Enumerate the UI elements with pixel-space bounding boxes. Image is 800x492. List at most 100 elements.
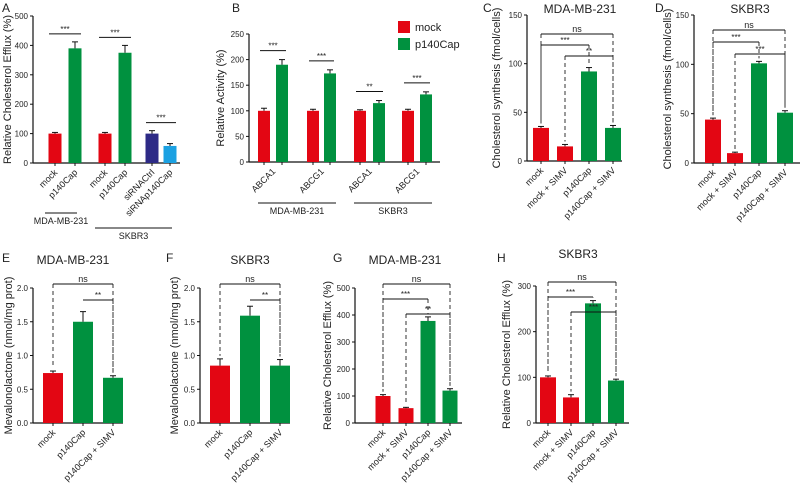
y-tick-label: 300 bbox=[337, 338, 351, 347]
bar bbox=[563, 397, 579, 423]
y-tick-label: 1.5 bbox=[17, 318, 29, 327]
y-tick-label: 150 bbox=[676, 11, 690, 20]
y-tick-label: 300 bbox=[518, 282, 532, 291]
significance-label: *** bbox=[589, 303, 598, 312]
y-tick-label: 2.0 bbox=[17, 284, 29, 293]
y-axis-label: Mevalonolactone (nmol/mg prot) bbox=[169, 277, 181, 435]
y-tick-label: 400 bbox=[15, 41, 29, 50]
significance-label: *** bbox=[731, 33, 740, 42]
panel-letter: C bbox=[483, 1, 492, 15]
significance-label: *** bbox=[156, 114, 165, 123]
y-tick-label: 100 bbox=[509, 60, 523, 69]
y-tick-label: 0.0 bbox=[184, 419, 196, 428]
panel-letter: D bbox=[655, 1, 664, 15]
y-tick-label: 0.5 bbox=[17, 385, 29, 394]
bar bbox=[375, 396, 391, 423]
panel-f: F SKBR3 Mevalonolactone (nmol/mg prot) 0.0 0… bbox=[166, 251, 290, 483]
group-label: MDA-MB-231 bbox=[270, 206, 325, 216]
legend: mock p140Cap bbox=[398, 21, 460, 51]
group-label: SKBR3 bbox=[119, 231, 149, 241]
y-tick-label: 500 bbox=[15, 12, 29, 21]
significance-label: ** bbox=[586, 47, 592, 56]
bar bbox=[145, 133, 159, 163]
significance-label: *** bbox=[268, 42, 277, 51]
significance-label: *** bbox=[317, 52, 326, 61]
y-tick-label: 100 bbox=[231, 107, 245, 116]
bar bbox=[608, 380, 624, 423]
significance-label: ns bbox=[577, 272, 587, 282]
bar bbox=[581, 71, 597, 161]
significance-label: ** bbox=[425, 305, 431, 314]
panel-title: MDA-MB-231 bbox=[544, 2, 617, 16]
significance-label: *** bbox=[412, 74, 421, 83]
y-axis-label: Cholesterol synthesis (fmol/cells) bbox=[662, 9, 674, 170]
legend-label: p140Cap bbox=[415, 39, 460, 51]
bar-p140cap bbox=[420, 94, 432, 162]
y-tick-label: 0 bbox=[24, 159, 29, 168]
y-tick-label: 200 bbox=[15, 100, 29, 109]
bar-mock bbox=[307, 110, 319, 162]
y-tick-label: 0 bbox=[240, 158, 245, 167]
y-tick-label: 150 bbox=[231, 81, 245, 90]
y-tick-label: 0 bbox=[518, 157, 523, 166]
y-axis-label: Relative Activity (%) bbox=[215, 49, 227, 146]
significance-label: ** bbox=[262, 291, 268, 300]
bar bbox=[705, 119, 721, 163]
bar bbox=[210, 365, 230, 423]
y-axis-label: Relative Cholesterol Efflux (%) bbox=[322, 281, 334, 430]
x-tick-label: mock bbox=[202, 427, 225, 450]
y-axis-label: Cholesterol synthesis (fmol/cells) bbox=[491, 8, 503, 169]
panel-title: MDA-MB-231 bbox=[37, 253, 110, 267]
bar-p140cap bbox=[276, 64, 288, 162]
panel-letter: A bbox=[2, 1, 10, 15]
panel-d: D SKBR3 Cholesterol synthesis (fmol/cells)… bbox=[655, 1, 800, 223]
panel-e: E MDA-MB-231 Mevalonolactone (nmol/mg prot… bbox=[2, 251, 123, 483]
bar bbox=[420, 320, 436, 423]
panel-letter: E bbox=[2, 251, 10, 265]
significance-label: ns bbox=[78, 274, 88, 284]
y-tick-label: 50 bbox=[235, 132, 244, 141]
y-tick-label: 0.5 bbox=[184, 385, 196, 394]
bar-p140cap bbox=[373, 103, 385, 162]
x-tick-label: mock bbox=[35, 427, 58, 450]
bar bbox=[540, 377, 556, 423]
bar bbox=[68, 48, 82, 164]
x-tick-label: p140Cap + SIMV bbox=[229, 427, 285, 483]
bar bbox=[585, 303, 601, 423]
x-tick-label: ABCG1 bbox=[297, 166, 326, 195]
bar bbox=[73, 321, 93, 423]
bar bbox=[557, 146, 573, 161]
panel-letter: H bbox=[497, 251, 506, 265]
bar-mock bbox=[258, 110, 270, 162]
bar bbox=[727, 153, 743, 163]
group-label: SKBR3 bbox=[378, 206, 408, 216]
legend-swatch-mock bbox=[398, 21, 410, 33]
bar bbox=[533, 127, 549, 161]
x-tick-label: ABCA1 bbox=[346, 166, 374, 194]
x-tick-label: ABCA1 bbox=[249, 166, 277, 194]
significance-label: *** bbox=[110, 28, 119, 37]
bar bbox=[103, 377, 123, 423]
y-tick-label: 2.0 bbox=[184, 284, 196, 293]
y-tick-label: 200 bbox=[518, 328, 532, 337]
significance-label: *** bbox=[60, 25, 69, 34]
y-tick-label: 500 bbox=[337, 284, 351, 293]
bar bbox=[442, 390, 458, 423]
panel-title: MDA-MB-231 bbox=[369, 253, 442, 267]
y-tick-label: 0 bbox=[527, 419, 532, 428]
y-axis-label: Relative Cholesterol Efflux (%) bbox=[501, 280, 513, 429]
bar bbox=[605, 127, 621, 161]
bar-mock bbox=[354, 110, 366, 162]
y-tick-label: 100 bbox=[337, 392, 351, 401]
legend-swatch-p140cap bbox=[398, 38, 410, 50]
y-tick-label: 1.5 bbox=[184, 318, 196, 327]
significance-label: ** bbox=[95, 291, 101, 300]
significance-label: ns bbox=[245, 274, 255, 284]
y-tick-label: 100 bbox=[15, 130, 29, 139]
panel-b: B Relative Activity (%) 0 50 100 150 200 250 ABC… bbox=[215, 1, 440, 216]
y-tick-label: 200 bbox=[337, 365, 351, 374]
significance-label: ns bbox=[744, 20, 754, 30]
y-tick-label: 0 bbox=[346, 419, 351, 428]
bar bbox=[398, 408, 414, 423]
